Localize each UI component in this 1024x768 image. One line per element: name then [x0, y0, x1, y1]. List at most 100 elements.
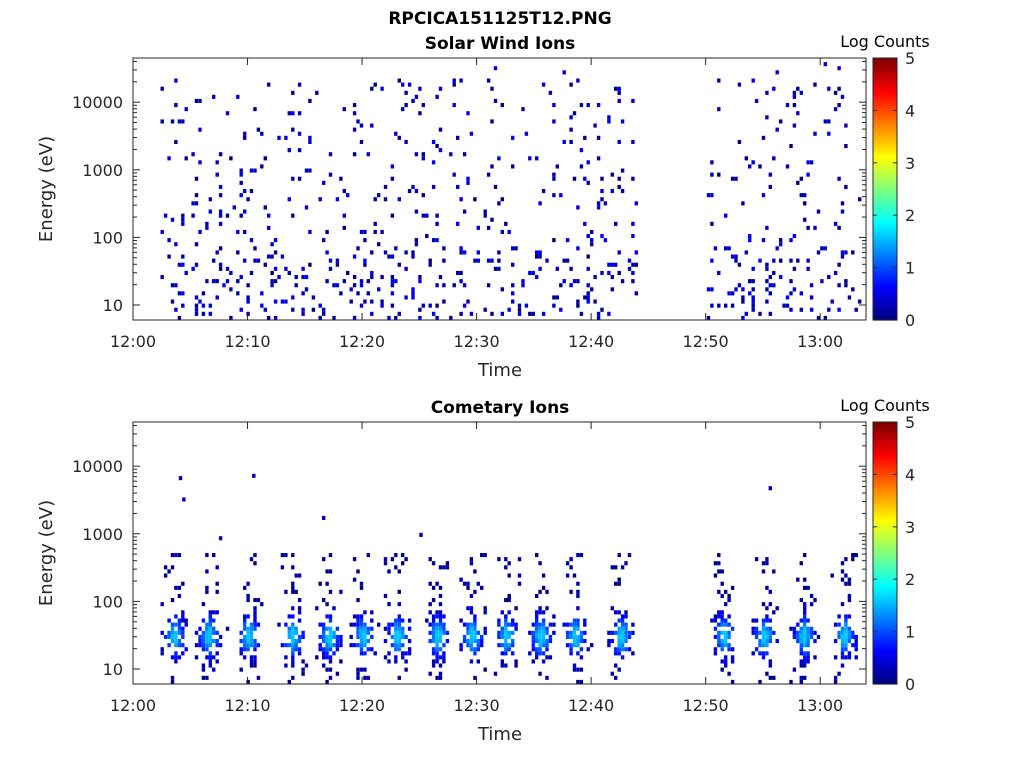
spectrogram-cell — [394, 639, 398, 644]
spectrogram-cell — [239, 168, 243, 173]
spectrogram-cell — [352, 577, 357, 582]
spectrogram-cell — [607, 270, 611, 275]
colorbar-swatch — [873, 454, 897, 458]
spectrogram-cell — [407, 626, 412, 631]
spectrogram-cell — [531, 622, 535, 627]
spectrogram-cell — [184, 647, 188, 652]
spectrogram-cell — [387, 651, 391, 656]
colorbar-swatch — [873, 601, 897, 604]
spectrogram-cell — [720, 614, 724, 619]
spectrogram-cell — [383, 250, 388, 255]
spectrogram-cell — [297, 82, 302, 87]
spectrogram-cell — [390, 634, 395, 639]
spectrogram-cell — [418, 111, 422, 116]
colorbar-swatch — [873, 566, 897, 569]
spectrogram-cell — [847, 577, 852, 582]
spectrogram-cell — [318, 581, 322, 586]
spectrogram-cell — [201, 291, 206, 296]
spectrogram-cell — [717, 639, 721, 644]
spectrogram-cell — [469, 610, 474, 615]
spectrogram-cell — [535, 634, 539, 639]
spectrogram-cell — [803, 618, 807, 623]
spectrogram-cell — [751, 626, 755, 631]
colorbar-swatch — [873, 675, 897, 679]
spectrogram-cell — [548, 655, 553, 660]
colorbar-swatch — [873, 474, 897, 478]
spectrogram-cell — [617, 581, 621, 586]
spectrogram-cell — [390, 275, 395, 280]
colorbar-swatch — [873, 581, 897, 585]
spectrogram-cells — [160, 473, 858, 684]
spectrogram-cell — [844, 144, 848, 149]
spectrogram-cell — [569, 127, 573, 132]
spectrogram-cell — [583, 221, 587, 226]
spectrogram-cell — [596, 135, 601, 140]
spectrogram-cell — [796, 639, 800, 644]
spectrogram-cell — [225, 111, 230, 116]
spectrogram-cell — [713, 573, 718, 578]
spectrogram-cell — [194, 311, 199, 316]
spectrogram-cell — [270, 283, 274, 288]
spectrogram-cell — [768, 618, 772, 623]
spectrogram-cell — [476, 581, 480, 586]
spectrogram-cell — [170, 299, 175, 304]
spectrogram-cell — [284, 643, 288, 648]
spectrogram-cell — [205, 626, 209, 631]
spectrogram-cell — [840, 561, 845, 566]
spectrogram-cell — [837, 176, 841, 181]
x-tick-label: 13:00 — [797, 696, 843, 715]
spectrogram-cell — [466, 622, 470, 627]
spectrogram-cell — [768, 486, 772, 491]
spectrogram-cell — [600, 307, 604, 312]
spectrogram-cell — [473, 569, 477, 574]
spectrogram-cell — [301, 311, 305, 316]
spectrogram-cell — [576, 634, 580, 639]
spectrogram-cell — [507, 598, 511, 603]
spectrogram-cell — [500, 643, 504, 648]
spectrogram-cell — [177, 593, 182, 598]
spectrogram-cell — [435, 315, 439, 320]
spectrogram-cell — [328, 589, 333, 594]
spectrogram-cell — [531, 311, 535, 316]
spectrogram-cell — [435, 144, 439, 149]
spectrogram-cell — [356, 119, 360, 124]
spectrogram-cell — [370, 626, 374, 631]
spectrogram-cell — [754, 647, 759, 652]
spectrogram-cell — [535, 250, 539, 255]
spectrogram-cell — [775, 70, 779, 75]
spectrogram-cell — [545, 675, 549, 680]
spectrogram-cell — [170, 634, 175, 639]
spectrogram-cell — [844, 655, 848, 660]
spectrogram-cell — [253, 598, 257, 603]
spectrogram-cell — [366, 291, 370, 296]
colorbar-swatch — [873, 605, 897, 609]
spectrogram-cell — [627, 630, 632, 635]
spectrogram-cell — [249, 630, 254, 635]
colorbar-swatch — [873, 223, 897, 227]
spectrogram-cell — [792, 94, 797, 99]
spectrogram-cell — [840, 577, 845, 582]
spectrogram-cell — [610, 606, 614, 611]
spectrogram-cell — [356, 622, 360, 627]
x-tick-label: 12:00 — [110, 696, 156, 715]
colorbar-swatch — [873, 673, 897, 676]
spectrogram-cell — [765, 585, 769, 590]
spectrogram-cell — [476, 250, 480, 255]
spectrogram-cell — [294, 643, 298, 648]
spectrogram-cell — [198, 639, 202, 644]
spectrogram-cell — [538, 622, 542, 627]
spectrogram-cell — [194, 643, 199, 648]
spectrogram-cell — [720, 622, 724, 627]
spectrogram-cell — [297, 573, 302, 578]
spectrogram-cell — [218, 209, 223, 214]
colorbar-swatch — [873, 88, 897, 92]
spectrogram-cell — [548, 639, 553, 644]
colorbar-swatch — [873, 193, 897, 197]
spectrogram-cell — [631, 234, 635, 239]
spectrogram-cell — [212, 610, 216, 615]
colorbar-swatch — [873, 563, 897, 567]
spectrogram-cell — [792, 123, 797, 128]
spectrogram-cell — [624, 647, 628, 652]
spectrogram-cell — [208, 634, 212, 639]
spectrogram-cell — [548, 622, 553, 627]
